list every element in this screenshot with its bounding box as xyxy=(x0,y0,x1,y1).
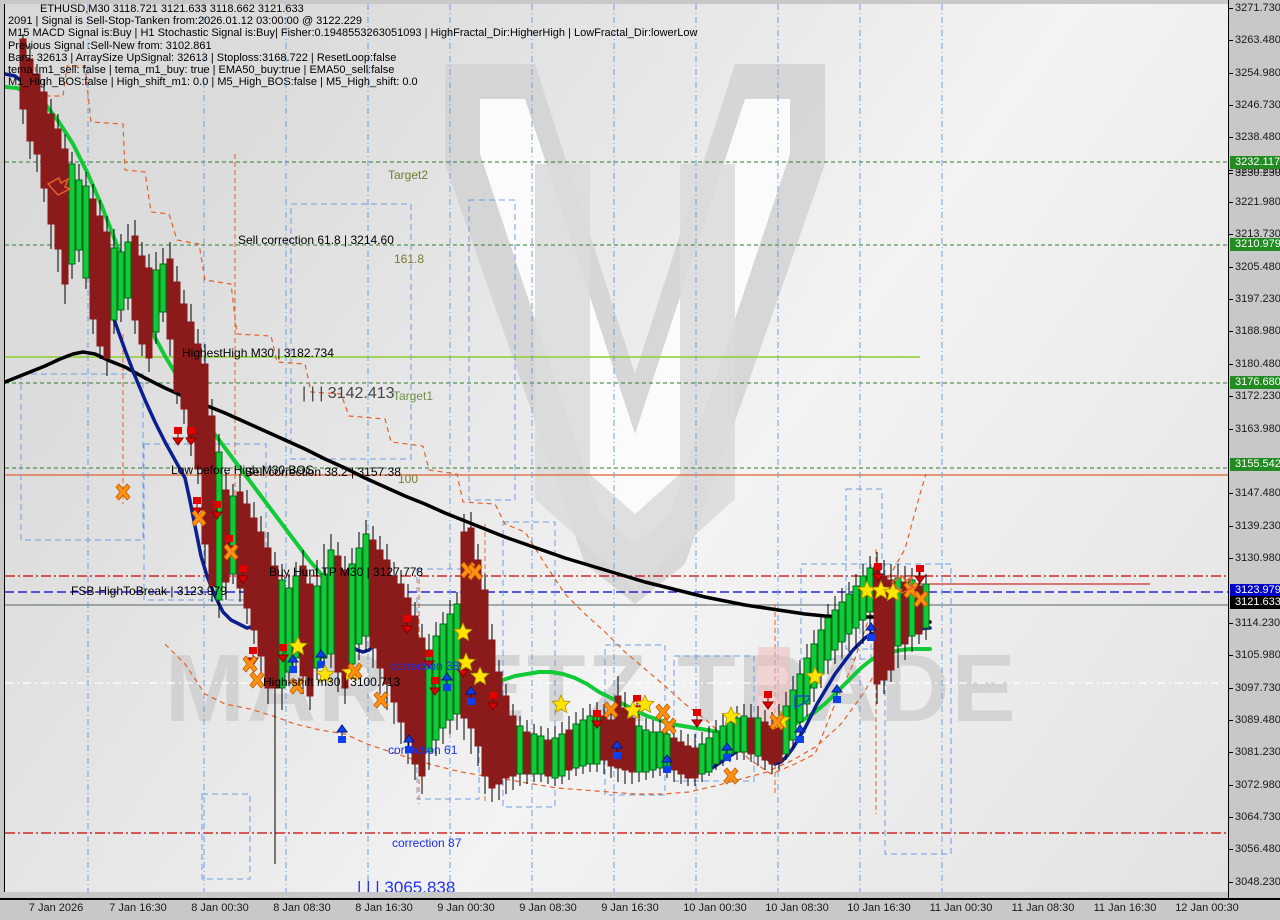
time-tick: 10 Jan 08:30 xyxy=(765,902,829,914)
chart-svg xyxy=(5,4,1228,892)
price-tick: 3213.730 xyxy=(1229,228,1280,241)
object-label-price-3065: | | | 3065.838 xyxy=(357,878,456,892)
sell-arrow-down-icon xyxy=(691,708,703,728)
indicator-info-panel: ETHUSD,M30 3118.721 3121.633 3118.662 31… xyxy=(8,3,697,88)
price-tick: 3254.980 xyxy=(1229,67,1280,80)
info-line-bars-stoploss: Bars: 32613 | ArraySize UpSignal: 32613 … xyxy=(8,51,397,64)
price-tick: 3056.480 xyxy=(1229,843,1280,856)
object-label-sell-correction-382: Sell correction 38.2 | 3157.38 xyxy=(245,465,401,479)
object-label-correction-38: correction 38 xyxy=(390,659,460,673)
price-tick: 3114.230 xyxy=(1229,617,1280,630)
fractal-envelope-upper xyxy=(26,63,927,775)
time-tick: 11 Jan 08:30 xyxy=(1011,902,1075,914)
object-label-100: 100 xyxy=(398,472,419,486)
price-tick: 3139.230 xyxy=(1229,520,1280,533)
price-tick: 3105.980 xyxy=(1229,649,1280,662)
time-tick: 8 Jan 16:30 xyxy=(355,902,413,914)
time-tick: 9 Jan 00:30 xyxy=(437,902,495,914)
time-tick: 10 Jan 16:30 xyxy=(847,902,911,914)
price-tick: 3205.480 xyxy=(1229,261,1280,274)
info-line-signal: 2091 | Signal is Sell-Stop-Tanken from:2… xyxy=(8,15,363,28)
time-tick: 11 Jan 16:30 xyxy=(1093,902,1157,914)
pointer-arrow-icon xyxy=(890,574,916,594)
price-tick: 3147.480 xyxy=(1229,487,1280,500)
sell-arrow-down-icon xyxy=(914,564,926,584)
sell-arrow-down-icon xyxy=(172,426,184,446)
object-label-fsb-high-to-break: FSB-HighToBreak | 3123.979 xyxy=(71,584,227,598)
price-tick: 3163.980 xyxy=(1229,423,1280,436)
info-line-symbol-ohlc: ETHUSD,M30 3118.721 3121.633 3118.662 31… xyxy=(40,3,304,15)
time-tick: 9 Jan 16:30 xyxy=(601,902,659,914)
info-line-macd-stoch: M15 MACD Signal is:Buy | H1 Stochastic S… xyxy=(8,27,698,40)
price-tick: 3089.480 xyxy=(1229,714,1280,727)
price-tick: 3064.730 xyxy=(1229,811,1280,824)
price-tag-fsb-high-to-break: 3123.979 xyxy=(1230,584,1280,597)
info-line-bos-shift: M1_High_BOS:false | High_shift_m1: 0.0 |… xyxy=(8,76,418,89)
price-tick: 3197.230 xyxy=(1229,293,1280,306)
price-tick: 3072.980 xyxy=(1229,779,1280,792)
price-tick: 3188.980 xyxy=(1229,325,1280,338)
price-tag-161-8: 3210.979 xyxy=(1230,238,1280,251)
object-label-low-before-high-bos: Low before High M30:BOS xyxy=(171,463,314,477)
price-tick-overlapped: 3230.230 xyxy=(1229,167,1280,180)
object-label-161-8: 161.8 xyxy=(394,252,425,266)
price-tag-target2: 3232.117 xyxy=(1230,156,1280,169)
time-tick: 8 Jan 08:30 xyxy=(273,902,331,914)
cross-orange-icon xyxy=(373,691,389,709)
price-tick: 3081.230 xyxy=(1229,746,1280,759)
time-scale[interactable]: 7 Jan 2026 7 Jan 16:30 8 Jan 00:30 8 Jan… xyxy=(0,898,1280,920)
star-yellow-icon xyxy=(551,694,571,713)
ma-slow-black-line xyxy=(5,350,932,624)
object-label-target1: Target1 xyxy=(393,389,434,403)
price-tick: 3172.230 xyxy=(1229,390,1280,403)
price-tick: 3180.480 xyxy=(1229,358,1280,371)
time-tick: 9 Jan 08:30 xyxy=(519,902,577,914)
object-label-highest-high: HighestHigh M30 | 3182.734 xyxy=(182,346,334,360)
price-tag-target1: 3176.680 xyxy=(1230,376,1280,389)
fractal-envelope-lower xyxy=(164,623,904,795)
object-label-high-shift-m30: High-shift m30 | 3100.713 xyxy=(263,675,401,689)
price-tick: 3263.480 xyxy=(1229,34,1280,47)
info-line-tema-ema: tema_m1_sell: false | tema_m1_buy: true … xyxy=(8,64,395,77)
info-line-previous-signal: Previous Signal :Sell-New from: 3102.861 xyxy=(8,39,212,52)
price-tag-current-price: 3121.633 xyxy=(1230,596,1280,609)
price-tick: 3097.730 xyxy=(1229,682,1280,695)
pointer-arrow-icon xyxy=(794,695,810,710)
cross-orange-icon xyxy=(655,703,671,721)
object-label-correction-61: correction 61 xyxy=(388,743,458,757)
time-tick: 7 Jan 16:30 xyxy=(109,902,167,914)
object-label-target2: Target2 xyxy=(388,168,429,182)
time-scale-separator xyxy=(0,899,1280,900)
time-tick: 10 Jan 00:30 xyxy=(683,902,747,914)
chart-plot-area[interactable]: MARKETZ TRADE xyxy=(4,4,1228,892)
price-tag-low-before-high: 3155.542 xyxy=(1230,458,1280,471)
time-tick: 8 Jan 00:30 xyxy=(191,902,249,914)
price-tick: 3246.730 xyxy=(1229,99,1280,112)
object-label-sell-correction-618: Sell correction 61.8 | 3214.60 xyxy=(238,233,394,247)
price-tick: 3130.980 xyxy=(1229,552,1280,565)
price-scale[interactable]: 3271.730 3263.480 3254.980 3246.730 3238… xyxy=(1228,0,1280,898)
cross-orange-icon xyxy=(249,671,265,689)
time-tick: 7 Jan 2026 xyxy=(28,902,84,914)
price-tick: 3238.480 xyxy=(1229,131,1280,144)
object-label-buy-hunt-tp: Buy Hunt TP M30 | 3127.778 xyxy=(269,565,424,579)
price-tick: 3048.230 xyxy=(1229,876,1280,889)
object-label-correction-87: correction 87 xyxy=(392,836,462,850)
price-tick: 3271.730 xyxy=(1229,2,1280,15)
pointer-arrow-icon xyxy=(46,176,72,196)
time-tick: 11 Jan 00:30 xyxy=(929,902,993,914)
session-separators xyxy=(87,4,943,892)
object-label-price-3142: | | | 3142.413 xyxy=(302,385,395,402)
candlestick-series xyxy=(19,34,930,864)
price-tick: 3221.980 xyxy=(1229,196,1280,209)
time-tick: 12 Jan 00:30 xyxy=(1175,902,1239,914)
